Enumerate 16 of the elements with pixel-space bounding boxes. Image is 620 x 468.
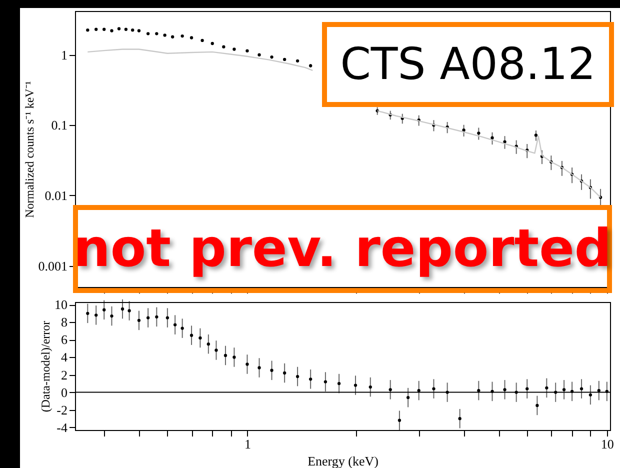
y-tick-label: 4 — [61, 350, 68, 365]
y-tick-label: -4 — [56, 420, 68, 435]
y-tick-label: -2 — [56, 402, 68, 418]
annotation: CTS A08.12 — [322, 22, 614, 107]
y-tick-label: 0.01 — [44, 188, 68, 203]
x-axis-title: Energy (keV) — [308, 454, 378, 468]
y-tick-label: 8 — [61, 314, 68, 330]
y-tick-label: 6 — [61, 332, 68, 348]
y-axis-title: (Data-model)/error — [38, 320, 52, 412]
y-tick-label: 0 — [61, 384, 68, 400]
y-tick-label: 0.001 — [38, 258, 68, 274]
y-tick-label: 1 — [61, 47, 68, 62]
y-tick-label: 2 — [61, 367, 68, 382]
y-tick-label: 10 — [54, 297, 68, 312]
y-axis-title: Normalized counts s⁻¹ keV⁻¹ — [22, 80, 36, 218]
y-tick-label: 0.1 — [51, 118, 68, 133]
